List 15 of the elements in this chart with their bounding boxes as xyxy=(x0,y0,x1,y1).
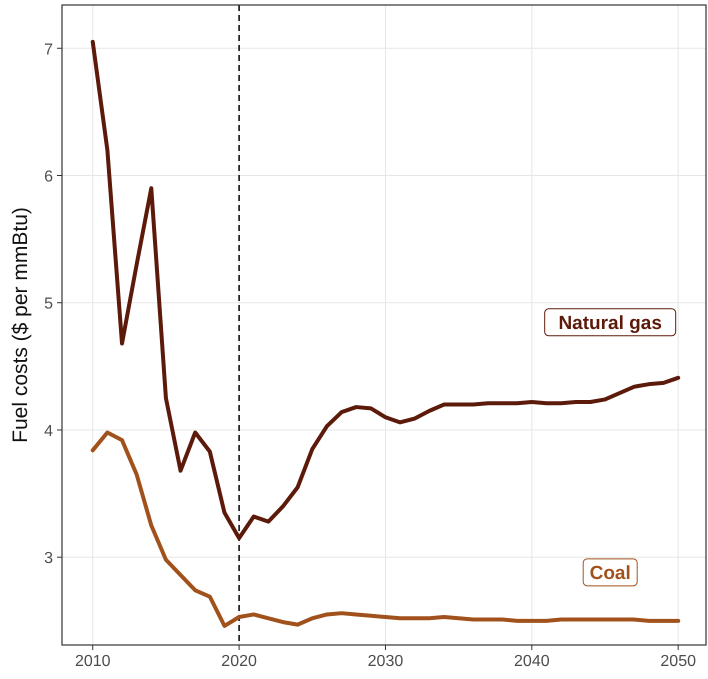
y-tick-label: 4 xyxy=(44,422,54,440)
x-tick-label: 2050 xyxy=(660,653,696,670)
line-series xyxy=(90,40,680,540)
y-tick-label: 3 xyxy=(44,550,54,568)
y-tick-label: 5 xyxy=(44,296,54,313)
x-tick-label: 2010 xyxy=(74,653,111,670)
line-series xyxy=(90,430,680,628)
y-tick-label: 7 xyxy=(44,41,54,58)
series-label: Coal xyxy=(590,562,631,584)
y-axis-title: Fuel costs ($ per mmBtu) xyxy=(9,207,32,443)
x-tick-label: 2020 xyxy=(221,653,257,670)
x-tick-label: 2040 xyxy=(514,653,550,670)
x-tick-label: 2030 xyxy=(368,653,404,670)
text: Natural gas xyxy=(558,312,662,334)
y-tick-label: 6 xyxy=(44,168,54,186)
